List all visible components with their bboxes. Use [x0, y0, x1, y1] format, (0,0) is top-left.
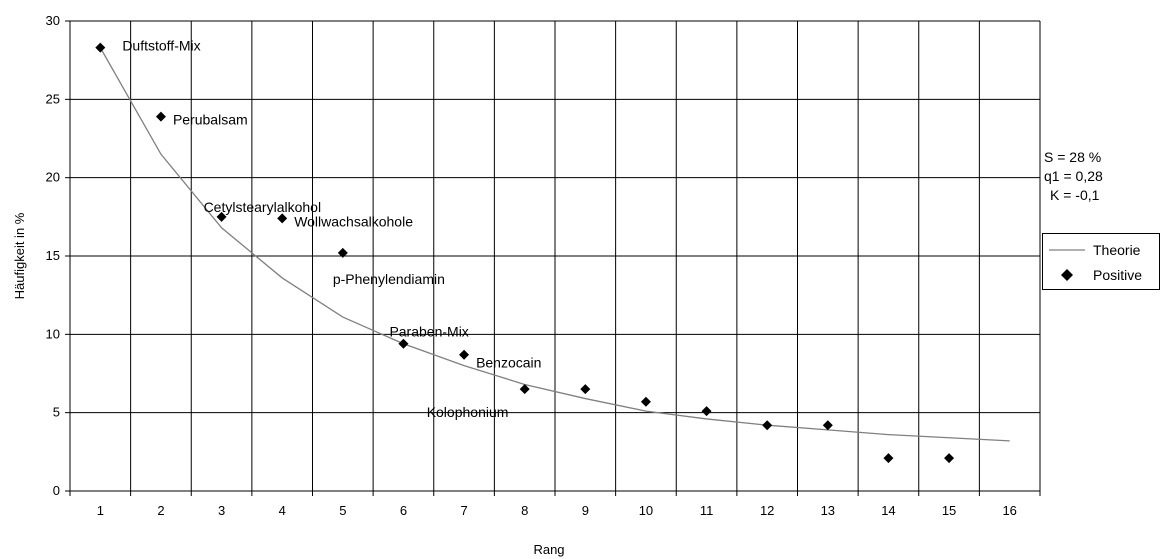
positive-point	[155, 111, 166, 122]
y-tick-label: 10	[46, 326, 60, 341]
x-tick-label: 14	[881, 503, 895, 518]
positive-point	[216, 211, 227, 222]
x-axis-title: Rang	[533, 542, 564, 557]
x-tick-label: 15	[942, 503, 956, 518]
legend-item-theorie: Theorie	[1043, 240, 1159, 260]
positive-point	[640, 396, 651, 407]
point-label: Cetylstearylalkohol	[204, 199, 322, 215]
point-label: Benzocain	[476, 355, 541, 371]
parameter-s: S = 28 %	[1044, 149, 1102, 165]
theory-series	[99, 47, 1010, 442]
y-tick-label: 0	[53, 483, 60, 498]
x-tick-label: 9	[582, 503, 589, 518]
x-tick-label: 11	[700, 503, 714, 518]
x-tick-label: 10	[639, 503, 653, 518]
positive-point	[277, 213, 288, 224]
x-tick-label: 8	[521, 503, 528, 518]
y-tick-label: 30	[46, 13, 60, 28]
positive-point	[519, 384, 530, 395]
x-tick-label: 5	[339, 503, 346, 518]
point-label: p-Phenylendiamin	[333, 271, 445, 287]
legend-diamond-swatch	[1061, 269, 1073, 281]
x-tick-label: 1	[97, 503, 104, 518]
positive-point	[944, 453, 955, 464]
y-tick-label: 15	[46, 248, 60, 263]
positive-point	[459, 349, 470, 360]
legend-line-swatch	[1049, 249, 1085, 251]
legend-label-theorie: Theorie	[1093, 242, 1141, 258]
y-tick-label: 25	[46, 91, 60, 106]
theory-line	[99, 47, 1010, 442]
x-tick-label: 16	[1002, 503, 1016, 518]
point-annotations: Duftstoff-Mix Perubalsam Cetylstearylalkoh…	[122, 38, 541, 421]
point-label: Perubalsam	[173, 112, 248, 128]
parameter-q1: q1 = 0,28	[1044, 168, 1103, 184]
positive-point	[762, 420, 773, 431]
x-tick-label: 4	[279, 503, 286, 518]
model-parameters: S = 28 % q1 = 0,28 K = -0,1	[1044, 148, 1103, 205]
legend-label-positive: Positive	[1093, 267, 1143, 283]
y-axis-title: Häufigkeit in %	[12, 212, 27, 299]
positive-point	[337, 247, 348, 258]
y-tick-label: 5	[53, 405, 60, 420]
x-tick-label: 7	[460, 503, 467, 518]
point-label: Wollwachsalkohole	[294, 213, 413, 229]
grid	[70, 20, 1041, 491]
point-label: Duftstoff-Mix	[122, 38, 200, 54]
positive-point	[398, 338, 409, 349]
positive-point	[822, 420, 833, 431]
parameter-k: K = -0,1	[1050, 187, 1100, 203]
x-tick-label: 2	[157, 503, 164, 518]
positive-series	[95, 42, 955, 464]
legend: Theorie Positive	[1042, 233, 1160, 290]
x-tick-label: 12	[760, 503, 774, 518]
axes	[65, 20, 1041, 496]
positive-point	[95, 42, 106, 53]
x-tick-label: 6	[400, 503, 407, 518]
point-label: Paraben-Mix	[389, 324, 468, 340]
point-label: Kolophonium	[427, 404, 509, 420]
legend-item-positive: Positive	[1043, 265, 1159, 285]
x-tick-label: 13	[821, 503, 835, 518]
positive-point	[580, 384, 591, 395]
positive-point	[883, 453, 894, 464]
y-tick-label: 20	[46, 170, 60, 185]
positive-point	[701, 406, 712, 417]
x-tick-label: 3	[218, 503, 225, 518]
